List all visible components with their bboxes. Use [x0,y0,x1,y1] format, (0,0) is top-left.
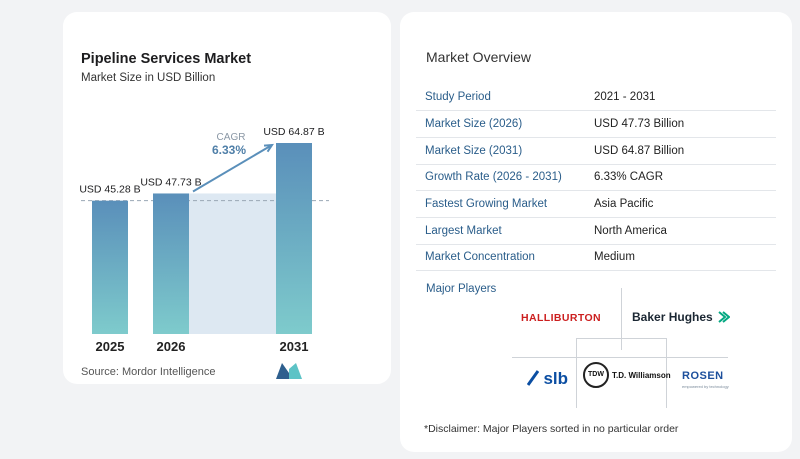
tdw-logo: T.D. Williamson [612,371,671,380]
chart-title: Pipeline Services Market [81,51,252,67]
mordor-logo-icon [276,363,302,379]
category-label: 2031 [280,339,309,354]
table-row: Study Period 2021 - 2031 [416,84,776,112]
bar-2025 [92,200,128,334]
cagr-label: CAGR [217,132,246,143]
row-key: Market Size (2031) [416,137,586,165]
cagr-arrowhead-icon [263,143,274,153]
rosen-tagline: empowered by technology [682,384,729,389]
table-row: Fastest Growing Market Asia Pacific [416,190,776,218]
table-row: Market Concentration Medium [416,244,776,272]
overview-title: Market Overview [426,49,532,65]
chart-card: Pipeline Services Market Market Size in … [63,12,391,384]
row-key: Market Size (2026) [416,110,586,138]
data-label: USD 45.28 B [79,184,140,196]
chart-subtitle: Market Size in USD Billion [81,72,216,84]
row-key: Market Concentration [416,244,586,272]
row-value: USD 64.87 Billion [586,137,776,165]
baker-hughes-logo: Baker Hughes [632,310,731,324]
data-label: USD 64.87 B [263,126,324,138]
market-overview-panel: Market Overview Study Period 2021 - 2031… [400,12,792,452]
grid-divider [512,357,728,358]
bar-2026 [153,193,189,334]
table-row: Market Size (2031) USD 64.87 Billion [416,137,776,165]
row-key: Growth Rate (2026 - 2031) [416,164,586,192]
cagr-value: 6.33% [212,143,246,157]
halliburton-logo: HALLIBURTON [521,312,602,324]
row-value: 2021 - 2031 [586,84,776,112]
category-label: 2026 [157,339,186,354]
row-key: Largest Market [416,217,586,245]
table-row: Market Size (2026) USD 47.73 Billion [416,110,776,138]
source-note: Source: Mordor Intelligence [81,366,216,378]
row-key: Fastest Growing Market [416,190,586,218]
rosen-logo: ROSEN [682,370,724,382]
category-label: 2025 [96,339,125,354]
row-value: North America [586,217,776,245]
grid-divider [576,338,667,339]
overview-table: Study Period 2021 - 2031 Market Size (20… [416,84,776,272]
slb-swoosh-icon [526,370,540,386]
row-value: Medium [586,244,776,272]
baker-hughes-chevron-icon [718,311,731,323]
table-row: Growth Rate (2026 - 2031) 6.33% CAGR [416,164,776,192]
row-value: 6.33% CAGR [586,164,776,192]
disclaimer: *Disclaimer: Major Players sorted in no … [424,423,679,435]
data-label: USD 47.73 B [140,176,201,188]
row-value: USD 47.73 Billion [586,110,776,138]
baker-hughes-name: Baker Hughes [632,310,713,324]
cagr-band [189,193,276,334]
bar-chart: USD 45.28 B 2025 USD 47.73 B 2026 USD 64.87 … [79,126,329,354]
tdw-badge-icon: TDW [583,362,609,388]
slb-logo: slb [526,369,569,389]
row-value: Asia Pacific [586,190,776,218]
grid-divider [666,338,667,408]
grid-divider [576,338,577,408]
cagr-arrow [192,144,273,193]
grid-divider [621,288,622,350]
table-row: Largest Market North America [416,217,776,245]
row-key: Study Period [416,84,586,112]
bar-2031 [276,143,312,334]
major-players-title: Major Players [426,283,497,295]
slb-name: slb [543,369,569,388]
